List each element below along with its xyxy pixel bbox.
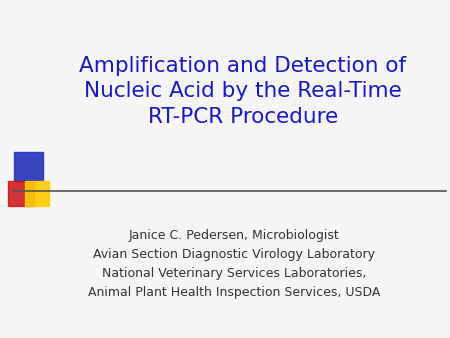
- Bar: [14, 152, 43, 181]
- Bar: [8, 181, 34, 206]
- Text: Janice C. Pedersen, Microbiologist
Avian Section Diagnostic Virology Laboratory
: Janice C. Pedersen, Microbiologist Avian…: [88, 228, 380, 299]
- Bar: [25, 181, 49, 206]
- Text: Amplification and Detection of
Nucleic Acid by the Real-Time
RT-PCR Procedure: Amplification and Detection of Nucleic A…: [80, 56, 406, 127]
